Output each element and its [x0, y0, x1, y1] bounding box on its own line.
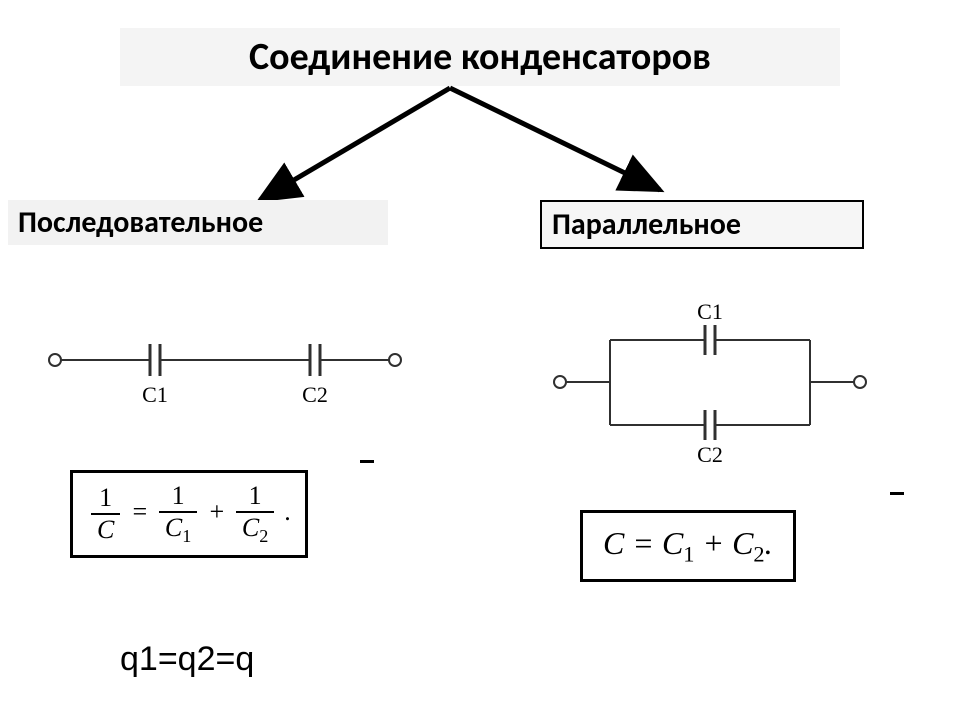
series-c1-label: С1 [142, 382, 168, 407]
series-label: Последовательное [8, 200, 388, 245]
series-c2-label: С2 [302, 382, 328, 407]
series-charge-equation: q1=q2=q [120, 640, 254, 679]
parallel-label-text: Параллельное [552, 206, 741, 243]
parallel-c2-label: С2 [697, 442, 723, 467]
parallel-label: Параллельное [540, 200, 864, 249]
series-circuit-diagram: С1 С2 [40, 310, 410, 430]
parallel-circuit-diagram: С1 С2 [520, 290, 900, 470]
parallel-formula: C = C1 + C2. [580, 510, 796, 582]
parallel-c1-label: С1 [697, 299, 723, 324]
series-label-text: Последовательное [18, 204, 263, 241]
dash-mark-left [360, 460, 374, 463]
series-formula: 1C = 1C1 + 1C2 . [70, 470, 308, 558]
dash-mark-right [890, 492, 904, 495]
